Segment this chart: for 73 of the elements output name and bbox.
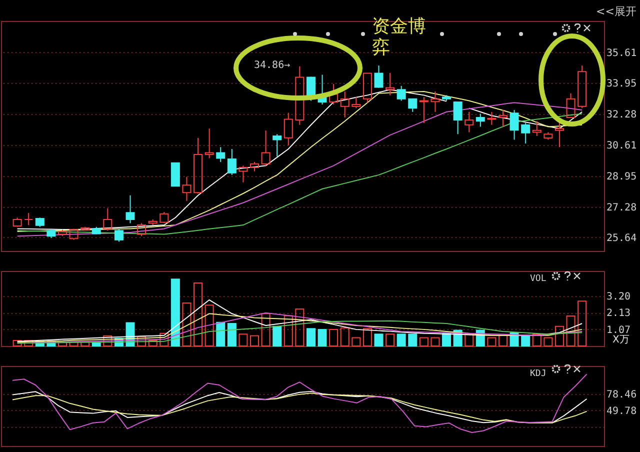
bar (261, 313, 270, 346)
candlestick (24, 212, 34, 226)
bar (487, 337, 496, 346)
candlestick (464, 111, 474, 133)
bar (148, 340, 158, 346)
bar (532, 334, 542, 346)
candlestick (430, 90, 440, 112)
bar (306, 328, 316, 346)
text: <<展开 (596, 4, 636, 19)
candlestick (340, 90, 350, 118)
bar (386, 334, 395, 346)
candlestick (498, 110, 508, 128)
candlestick (284, 112, 293, 146)
annotation: 34.86→ (254, 60, 290, 71)
bar (578, 300, 587, 346)
bar (103, 335, 112, 346)
candlestick (182, 176, 192, 202)
bar (137, 336, 146, 346)
bar (12, 340, 22, 346)
bar (227, 323, 236, 346)
bar (250, 335, 259, 346)
bar (170, 278, 180, 346)
bar (204, 304, 214, 346)
y-axis-title: X万 (612, 334, 630, 346)
bar (554, 326, 564, 346)
bar (272, 326, 282, 346)
annotation: 资金博弈 (372, 16, 427, 58)
bar (295, 308, 304, 346)
candlestick (386, 72, 395, 96)
bar (362, 328, 372, 346)
bar (24, 340, 34, 346)
y-tick-label: 33.95 (606, 78, 637, 90)
y-tick-label: 49.78 (606, 406, 637, 417)
bar (544, 337, 553, 346)
line-series (16, 299, 583, 342)
y-tick-label: 3.20 (606, 292, 631, 302)
candlestick (487, 111, 496, 126)
bar (396, 334, 406, 346)
bar (182, 302, 192, 346)
bar (216, 322, 226, 346)
bar (442, 332, 452, 346)
bar (521, 334, 530, 346)
bar (340, 327, 350, 346)
chart-title: KDJ (530, 369, 546, 379)
y-tick-label: 78.46 (606, 389, 637, 400)
y-tick-label: 27.28 (606, 202, 637, 214)
bar (419, 337, 428, 346)
bar (318, 328, 327, 346)
candlestick (295, 66, 304, 126)
line-series (16, 320, 583, 344)
y-tick-label: 32.28 (606, 110, 637, 121)
candlestick (476, 113, 485, 128)
bar (238, 334, 248, 346)
y-tick-label: 30.61 (606, 140, 637, 152)
bar (566, 316, 576, 346)
bar (408, 334, 418, 346)
bar (194, 282, 203, 346)
y-tick-label: 2.13 (606, 308, 631, 320)
candlestick (374, 65, 384, 88)
bar (284, 315, 293, 346)
bar (329, 328, 338, 346)
chart-title: VOL (530, 274, 546, 284)
bar (430, 337, 440, 346)
y-tick-label: 28.95 (606, 171, 637, 182)
candlestick (204, 128, 214, 159)
bar (160, 332, 169, 346)
bar (464, 334, 474, 346)
y-tick-label: 1.07 (606, 324, 631, 336)
bar (374, 334, 384, 346)
candlestick (419, 96, 428, 124)
bar (352, 337, 361, 346)
y-tick-label: 35.61 (606, 48, 637, 59)
y-tick-label: 25.64 (606, 232, 637, 244)
